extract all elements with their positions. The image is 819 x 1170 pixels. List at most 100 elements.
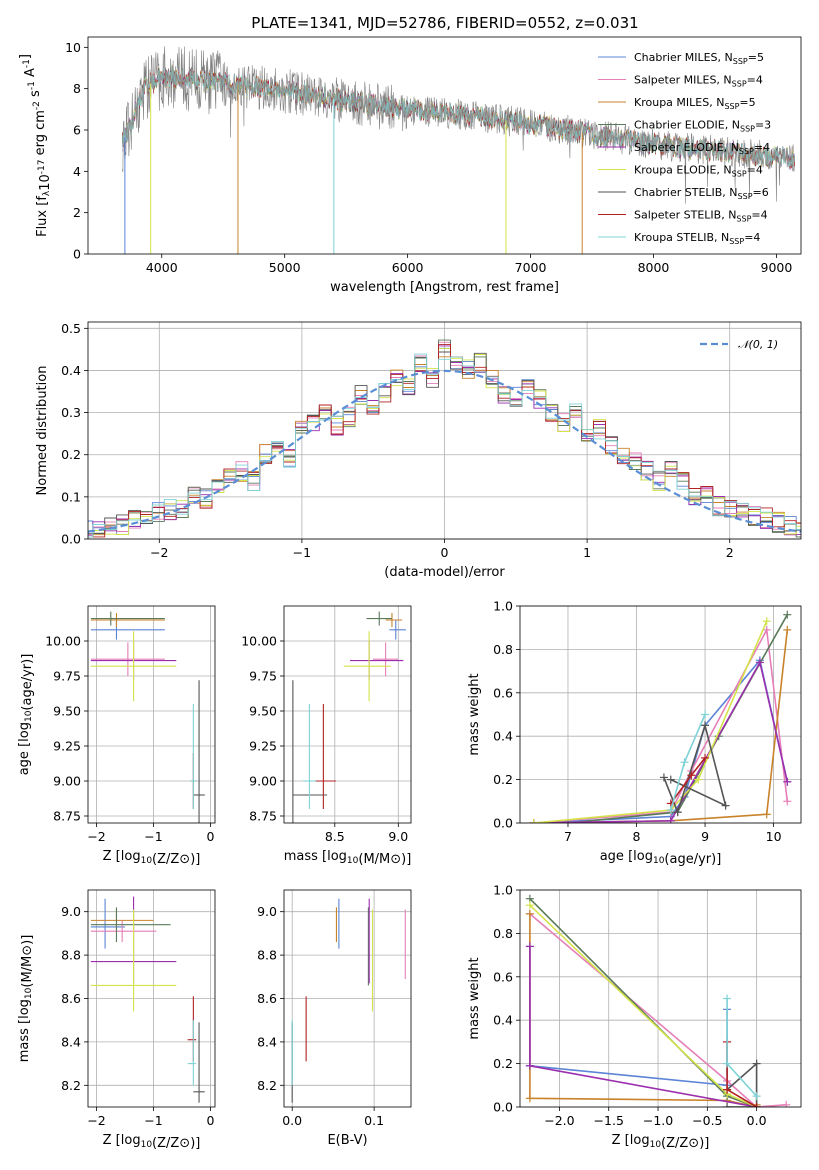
weight-marker xyxy=(701,721,710,730)
weight-line-1 xyxy=(533,658,789,823)
ticks xyxy=(280,911,375,1111)
legend-label-6: Kroupa ELODIE, NSSP=4 xyxy=(634,164,763,179)
x-tick-label: 9 xyxy=(701,829,709,844)
y-tick-label: 8.8 xyxy=(61,948,81,963)
y-tick-label: 9.0 xyxy=(61,904,81,919)
weight-marker xyxy=(701,753,710,762)
weight-marker xyxy=(694,775,703,784)
y-tick-label: 9.75 xyxy=(249,669,277,684)
x-tick-label: 2 xyxy=(726,545,734,560)
errorbar-point-4 xyxy=(90,907,171,943)
y-axis-label: mass weight xyxy=(467,957,482,1039)
y-tick-label: 10.00 xyxy=(45,634,81,649)
errorbar-point-3 xyxy=(90,613,165,627)
y-tick-label: 0.2 xyxy=(493,772,513,787)
panel-mass-vs-Z: −2 −1 0 8.2 8.4 8.6 8.8 9.0 Z [log10(Z/Z⊙)] mass … xyxy=(17,889,216,1151)
x-tick-label: 9.0 xyxy=(388,829,408,844)
x-tick-label: −1 xyxy=(144,829,162,844)
weight-line-4 xyxy=(567,614,788,823)
errorbar-point-6 xyxy=(90,631,177,702)
y-tick-label: 0.1 xyxy=(61,489,81,504)
y-tick-label: 8.8 xyxy=(257,948,277,963)
y-tick-label: 4 xyxy=(73,164,81,179)
x-tick-label: −2 xyxy=(87,1113,105,1128)
x-tick-label: −1 xyxy=(144,1113,162,1128)
x-tick-label: 0 xyxy=(206,829,214,844)
y-tick-label: 9.75 xyxy=(53,669,81,684)
weight-marker xyxy=(525,1061,534,1070)
errorbar-point-2 xyxy=(90,642,165,676)
x-tick-label: 8000 xyxy=(638,260,670,275)
weight-marker xyxy=(762,625,771,634)
x-tick-label: −1.0 xyxy=(643,1113,673,1128)
normal-reference-curve xyxy=(88,369,801,533)
histogram-plot-area xyxy=(88,339,801,538)
x-tick-label: 9000 xyxy=(761,260,793,275)
weight-marker xyxy=(687,771,696,780)
weight-marker xyxy=(723,1085,732,1094)
x-tick-label: 0.0 xyxy=(282,1113,302,1128)
y-tick-label: 0.0 xyxy=(493,816,513,831)
ticks xyxy=(516,605,774,827)
x-axis-label: Z [log10(Z/Z⊙)] xyxy=(103,849,201,867)
errorbar-point-2 xyxy=(372,642,399,676)
errorbar-point-6 xyxy=(343,631,391,702)
y-tick-label: 8.75 xyxy=(53,809,81,824)
x-tick-label: 0 xyxy=(441,545,449,560)
y-tick-label: 9.00 xyxy=(53,774,81,789)
weight-marker xyxy=(723,994,732,1003)
age-vs-mass-plot-area xyxy=(292,611,406,823)
weight-marker xyxy=(755,658,764,667)
axes-frame xyxy=(87,889,216,1108)
panel-age-vs-mass: 8.5 9.0 8.75 9.00 9.25 9.50 9.75 10.00 mass [log… xyxy=(241,605,412,867)
x-axis-label: Z [log10(Z/Z⊙)] xyxy=(103,1133,201,1151)
y-axis-label: mass [log10(M/M⊙)] xyxy=(17,935,35,1063)
weight-marker xyxy=(666,805,675,814)
errorbar-point-1 xyxy=(389,620,406,640)
panel-age-vs-Z: −2 −1 0 8.75 9.00 9.25 9.50 9.75 10.00 Z [log10(Z… xyxy=(17,605,216,867)
errorbar-point-4 xyxy=(90,611,165,626)
x-tick-label: −1.5 xyxy=(594,1113,624,1128)
spectrum-plot-area xyxy=(122,46,795,254)
gridlines xyxy=(284,890,411,1107)
y-tick-label: 0.0 xyxy=(61,532,81,547)
errorbar-point-7 xyxy=(193,1022,205,1103)
errorbar-point-3 xyxy=(385,613,403,627)
y-axis-label: Normed distribution xyxy=(35,366,50,496)
y-tick-label: 9.25 xyxy=(53,739,81,754)
gridlines xyxy=(88,606,215,823)
weight-marker xyxy=(723,1103,732,1107)
weight-marker xyxy=(752,1103,761,1107)
y-tick-label: 9.25 xyxy=(249,739,277,754)
y-tick-label: 0.3 xyxy=(61,405,81,420)
legend-label-normal: 𝒩(0, 1) xyxy=(738,338,778,351)
axes-frame xyxy=(283,605,412,824)
weight-line-2 xyxy=(533,627,789,823)
errorbar-point-4 xyxy=(366,611,392,626)
y-tick-label: 0.5 xyxy=(61,321,81,336)
errorbar-point-1 xyxy=(90,898,126,949)
gridlines xyxy=(88,322,801,540)
ticks xyxy=(84,640,211,827)
axes-frame xyxy=(87,605,216,824)
y-tick-label: 0.2 xyxy=(61,447,81,462)
errorbar-point-9 xyxy=(190,704,197,809)
x-tick-label: 0.1 xyxy=(364,1113,384,1128)
y-tick-label: 10 xyxy=(65,40,81,55)
weight-marker xyxy=(783,625,792,634)
weight-line-4 xyxy=(529,898,757,1107)
axes-frame xyxy=(519,889,802,1108)
x-axis-label: (data-model)/error xyxy=(384,565,505,580)
ticks xyxy=(84,46,777,258)
x-tick-label: 7000 xyxy=(515,260,547,275)
y-tick-label: 0.6 xyxy=(493,969,513,984)
y-tick-label: 8 xyxy=(73,81,81,96)
y-tick-label: 8.4 xyxy=(61,1034,81,1049)
y-tick-label: 8.75 xyxy=(249,809,277,824)
errorbar-point-7 xyxy=(292,680,328,823)
y-axis-label: mass weight xyxy=(467,673,482,755)
y-tick-label: 0 xyxy=(73,247,81,262)
legend-label-2: Salpeter MILES, NSSP=4 xyxy=(634,74,763,89)
x-tick-label: 7 xyxy=(564,829,572,844)
weight-marker xyxy=(723,1059,732,1068)
